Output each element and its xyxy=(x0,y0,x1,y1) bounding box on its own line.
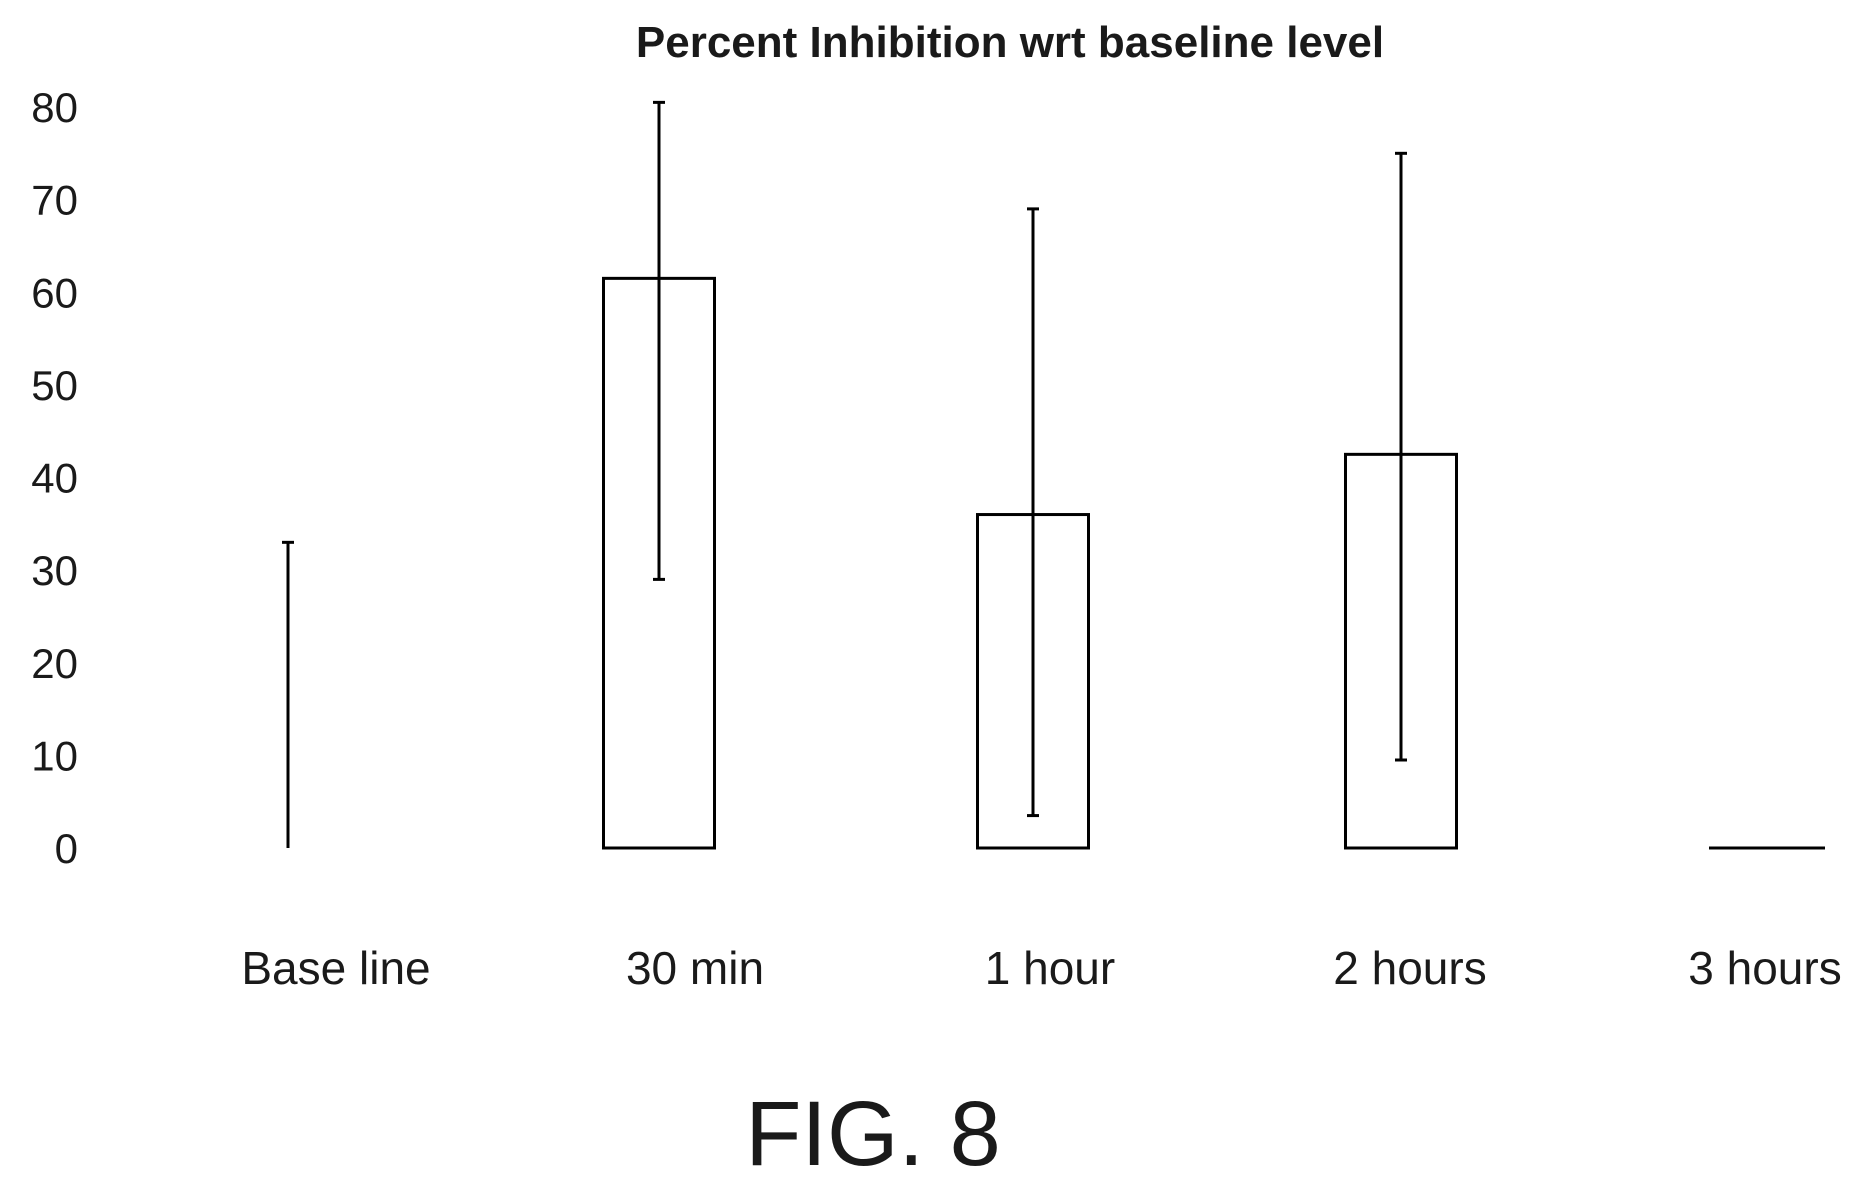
y-tick-label: 20 xyxy=(31,640,78,687)
category-label: 1 hour xyxy=(985,942,1115,994)
chart-title: Percent Inhibition wrt baseline level xyxy=(636,18,1384,67)
y-tick-label: 50 xyxy=(31,362,78,409)
y-tick-label: 60 xyxy=(31,269,78,316)
bars-layer xyxy=(602,276,1825,850)
y-axis-tick-labels: 0 10 20 30 40 50 60 70 80 xyxy=(31,84,78,872)
y-tick-label: 10 xyxy=(31,732,78,779)
category-labels: Base line 30 min 1 hour 2 hours 3 hours xyxy=(241,942,1841,994)
category-label: 30 min xyxy=(626,942,764,994)
y-tick-label: 0 xyxy=(55,825,78,872)
category-label: 2 hours xyxy=(1333,942,1486,994)
figure-caption: FIG. 8 xyxy=(745,1083,1001,1182)
error-bar xyxy=(1027,207,1039,818)
error-bar xyxy=(1395,151,1407,762)
error-bar xyxy=(282,540,294,848)
error-bars-layer xyxy=(282,100,1407,848)
y-tick-label: 40 xyxy=(31,455,78,502)
y-tick-label: 70 xyxy=(31,177,78,224)
y-tick-label: 80 xyxy=(31,84,78,131)
category-label: Base line xyxy=(241,942,430,994)
y-tick-label: 30 xyxy=(31,547,78,594)
error-bar xyxy=(653,100,665,581)
category-label: 3 hours xyxy=(1688,942,1841,994)
